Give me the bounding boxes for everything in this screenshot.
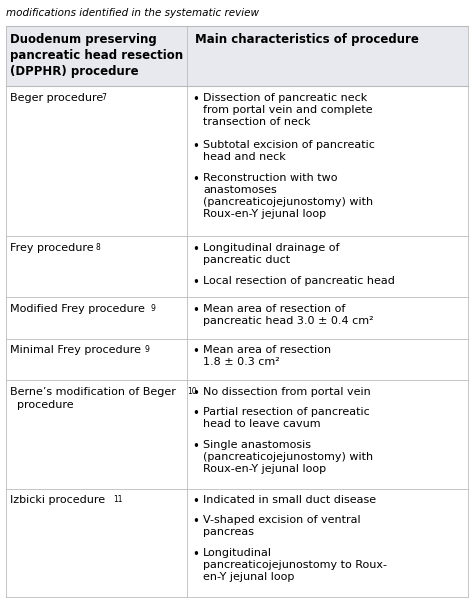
Text: 11: 11: [114, 496, 123, 504]
Text: Mean area of resection
1.8 ± 0.3 cm²: Mean area of resection 1.8 ± 0.3 cm²: [203, 345, 331, 367]
Text: •: •: [192, 440, 199, 453]
Text: No dissection from portal vein: No dissection from portal vein: [203, 387, 371, 397]
Text: 9: 9: [144, 345, 149, 355]
Text: •: •: [192, 548, 199, 561]
Text: •: •: [192, 276, 199, 289]
Text: Longitudinal drainage of
pancreatic duct: Longitudinal drainage of pancreatic duct: [203, 242, 340, 265]
Text: Modified Frey procedure: Modified Frey procedure: [9, 304, 145, 314]
Text: Duodenum preserving
pancreatic head resection
(DPPHR) procedure: Duodenum preserving pancreatic head rese…: [9, 33, 183, 78]
Text: Single anastomosis
(pancreaticojejunostomy) with
Roux-en-Y jejunal loop: Single anastomosis (pancreaticojejunosto…: [203, 440, 374, 474]
Text: Main characteristics of procedure: Main characteristics of procedure: [195, 33, 419, 45]
Text: modifications identified in the systematic review: modifications identified in the systemat…: [6, 8, 259, 18]
Text: 10: 10: [187, 387, 197, 396]
Text: 7: 7: [101, 93, 106, 102]
Text: •: •: [192, 304, 199, 317]
Text: 9: 9: [150, 304, 155, 313]
Text: Berne’s modification of Beger
  procedure: Berne’s modification of Beger procedure: [9, 387, 175, 410]
Text: Dissection of pancreatic neck
from portal vein and complete
transection of neck: Dissection of pancreatic neck from porta…: [203, 93, 373, 127]
Text: Reconstruction with two
anastomoses
(pancreaticojejunostomy) with
Roux-en-Y jeju: Reconstruction with two anastomoses (pan…: [203, 173, 374, 219]
Text: Partial resection of pancreatic
head to leave cavum: Partial resection of pancreatic head to …: [203, 407, 370, 428]
Text: Minimal Frey procedure: Minimal Frey procedure: [9, 345, 141, 356]
Text: •: •: [192, 515, 199, 528]
Text: •: •: [192, 93, 199, 105]
Text: •: •: [192, 387, 199, 400]
Text: Mean area of resection of
pancreatic head 3.0 ± 0.4 cm²: Mean area of resection of pancreatic hea…: [203, 304, 374, 326]
Text: •: •: [192, 173, 199, 186]
Bar: [6, 25, 468, 85]
Text: •: •: [192, 496, 199, 508]
Text: Frey procedure: Frey procedure: [9, 242, 93, 253]
Text: •: •: [192, 407, 199, 419]
Text: Beger procedure: Beger procedure: [9, 93, 103, 102]
Text: V-shaped excision of ventral
pancreas: V-shaped excision of ventral pancreas: [203, 515, 361, 537]
Text: •: •: [192, 345, 199, 359]
Text: Izbicki procedure: Izbicki procedure: [9, 496, 105, 505]
Text: Local resection of pancreatic head: Local resection of pancreatic head: [203, 276, 395, 286]
Text: •: •: [192, 140, 199, 153]
Text: Indicated in small duct disease: Indicated in small duct disease: [203, 496, 376, 505]
Text: Subtotal excision of pancreatic
head and neck: Subtotal excision of pancreatic head and…: [203, 140, 375, 162]
Text: •: •: [192, 242, 199, 256]
Text: 8: 8: [95, 242, 100, 251]
Text: Longitudinal
pancreaticojejunostomy to Roux-
en-Y jejunal loop: Longitudinal pancreaticojejunostomy to R…: [203, 548, 387, 582]
